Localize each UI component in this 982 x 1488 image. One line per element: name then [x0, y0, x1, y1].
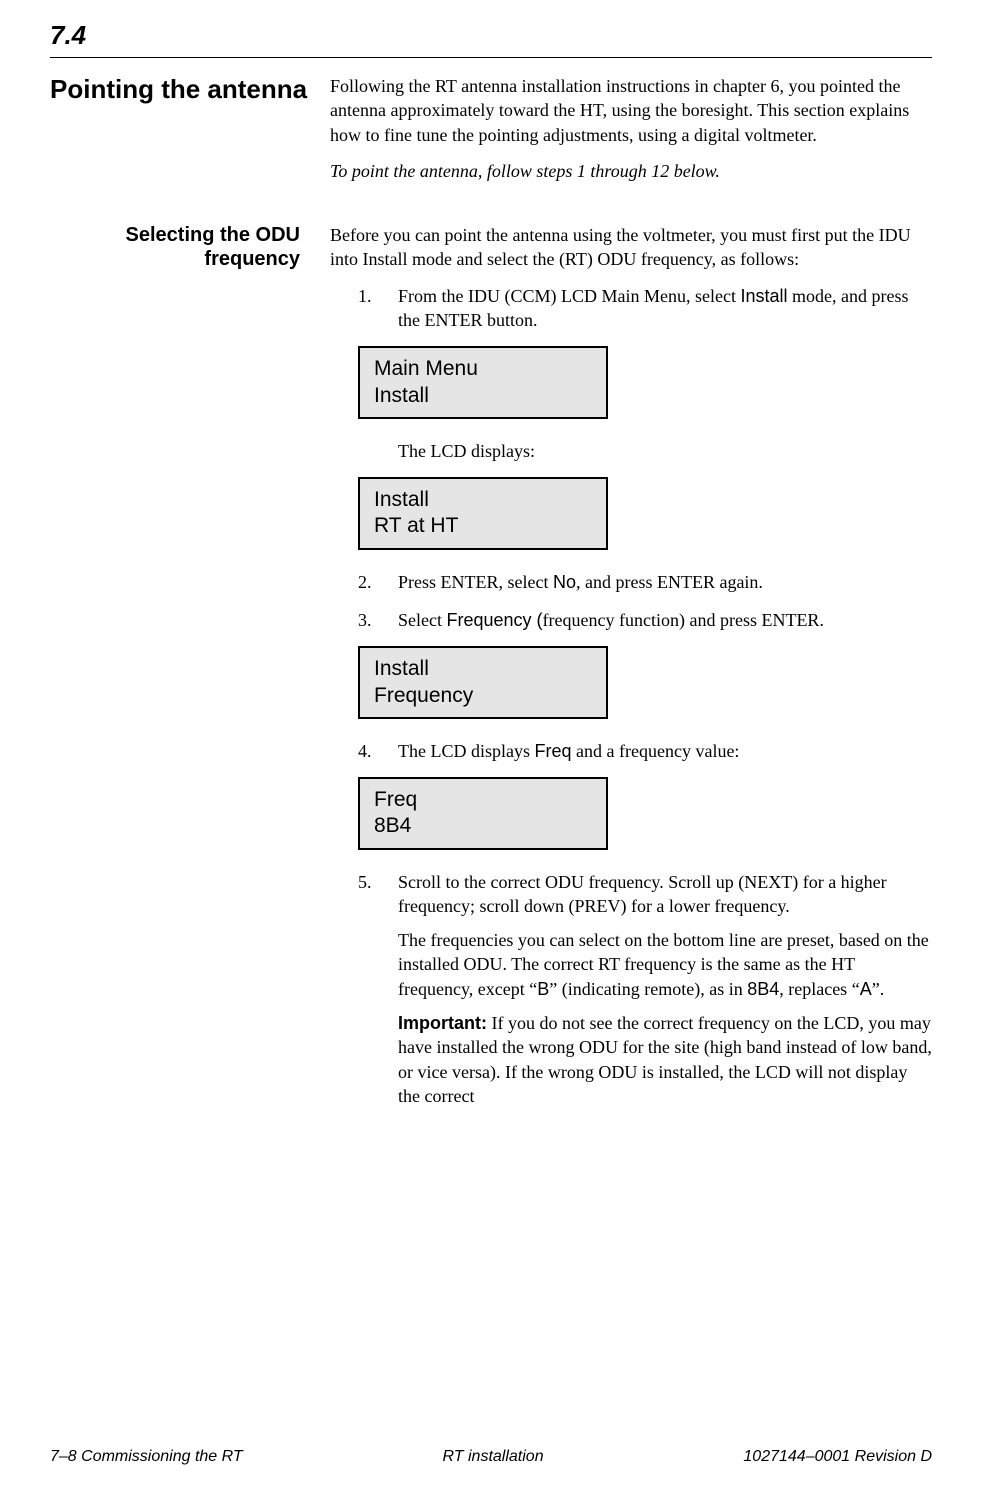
step-2-text-a: Press ENTER, select — [398, 572, 553, 592]
inter-text-1: The LCD displays: — [398, 439, 932, 463]
step-3-num: 3. — [358, 608, 398, 632]
section-number: 7.4 — [50, 20, 932, 51]
step-1-text-a: From the IDU (CCM) LCD Main Menu, select — [398, 286, 740, 306]
step-4: 4. The LCD displays Freq and a frequency… — [358, 739, 932, 763]
step-5-p2-b: B — [537, 979, 549, 999]
step-2: 2. Press ENTER, select No, and press ENT… — [358, 570, 932, 594]
step-2-text-b: No — [553, 572, 576, 592]
intro-paragraph: Following the RT antenna installation in… — [330, 74, 932, 147]
footer-center: RT installation — [443, 1448, 544, 1466]
step-3-text-a: Select — [398, 610, 446, 630]
step-5-para2: The frequencies you can select on the bo… — [398, 928, 932, 1001]
main-heading: Pointing the antenna — [50, 74, 320, 105]
step-5-p2-c: ” (indicating remote), as in — [549, 979, 747, 999]
lcd4-line1: Freq — [374, 787, 592, 813]
intro-row: Pointing the antenna Following the RT an… — [50, 74, 932, 195]
lcd3-line2: Frequency — [374, 683, 592, 709]
section-divider — [50, 57, 932, 58]
lcd2-line2: RT at HT — [374, 513, 592, 539]
step-5-num: 5. — [358, 870, 398, 1109]
step-3: 3. Select Frequency (frequency function)… — [358, 608, 932, 632]
step-5: 5. Scroll to the correct ODU frequency. … — [358, 870, 932, 1109]
lcd1-line2: Install — [374, 383, 592, 409]
step-5-p3-a: Important: — [398, 1013, 487, 1033]
step-3-text: Select Frequency (frequency function) an… — [398, 608, 932, 632]
step-4-num: 4. — [358, 739, 398, 763]
step-1-num: 1. — [358, 284, 398, 333]
page-footer: 7–8 Commissioning the RT RT installation… — [50, 1448, 932, 1466]
lcd-box-3: Install Frequency — [358, 646, 608, 719]
sub-content-col: Before you can point the antenna using t… — [320, 223, 932, 1122]
step-2-text-c: , and press ENTER again. — [576, 572, 763, 592]
lcd3-line1: Install — [374, 656, 592, 682]
step-4-text-a: The LCD displays — [398, 741, 535, 761]
main-heading-col: Pointing the antenna — [50, 74, 320, 195]
lcd2-line1: Install — [374, 487, 592, 513]
sub-heading: Selecting the ODU frequency — [50, 223, 320, 271]
step-4-text: The LCD displays Freq and a frequency va… — [398, 739, 932, 763]
intro-instruction: To point the antenna, follow steps 1 thr… — [330, 159, 932, 183]
step-5-para3: Important: If you do not see the correct… — [398, 1011, 932, 1108]
lcd-box-1: Main Menu Install — [358, 346, 608, 419]
step-5-p2-d: 8B4 — [747, 979, 779, 999]
intro-text-col: Following the RT antenna installation in… — [320, 74, 932, 195]
lcd-box-2: Install RT at HT — [358, 477, 608, 550]
step-1-text-b: Install — [740, 286, 787, 306]
step-2-text: Press ENTER, select No, and press ENTER … — [398, 570, 932, 594]
step-2-num: 2. — [358, 570, 398, 594]
lcd4-line2: 8B4 — [374, 813, 592, 839]
footer-left: 7–8 Commissioning the RT — [50, 1448, 243, 1466]
step-5-text: Scroll to the correct ODU frequency. Scr… — [398, 872, 887, 916]
step-1: 1. From the IDU (CCM) LCD Main Menu, sel… — [358, 284, 932, 333]
step-4-text-c: and a frequency value: — [572, 741, 740, 761]
lcd-box-4: Freq 8B4 — [358, 777, 608, 850]
step-5-p2-g: ”. — [872, 979, 885, 999]
step-1-text: From the IDU (CCM) LCD Main Menu, select… — [398, 284, 932, 333]
step-5-p2-f: A — [860, 979, 872, 999]
step-list: 1. From the IDU (CCM) LCD Main Menu, sel… — [330, 284, 932, 1108]
sub-heading-col: Selecting the ODU frequency — [50, 223, 320, 1122]
subsection-row: Selecting the ODU frequency Before you c… — [50, 223, 932, 1122]
step-3-text-b: Frequency ( — [446, 610, 542, 630]
step-5-wrap: Scroll to the correct ODU frequency. Scr… — [398, 870, 932, 1109]
sub-intro: Before you can point the antenna using t… — [330, 223, 932, 272]
lcd1-line1: Main Menu — [374, 356, 592, 382]
step-4-text-b: Freq — [535, 741, 572, 761]
step-5-p2-e: , replaces “ — [779, 979, 859, 999]
footer-right: 1027144–0001 Revision D — [743, 1448, 932, 1466]
step-3-text-c: frequency function) and press ENTER. — [543, 610, 824, 630]
